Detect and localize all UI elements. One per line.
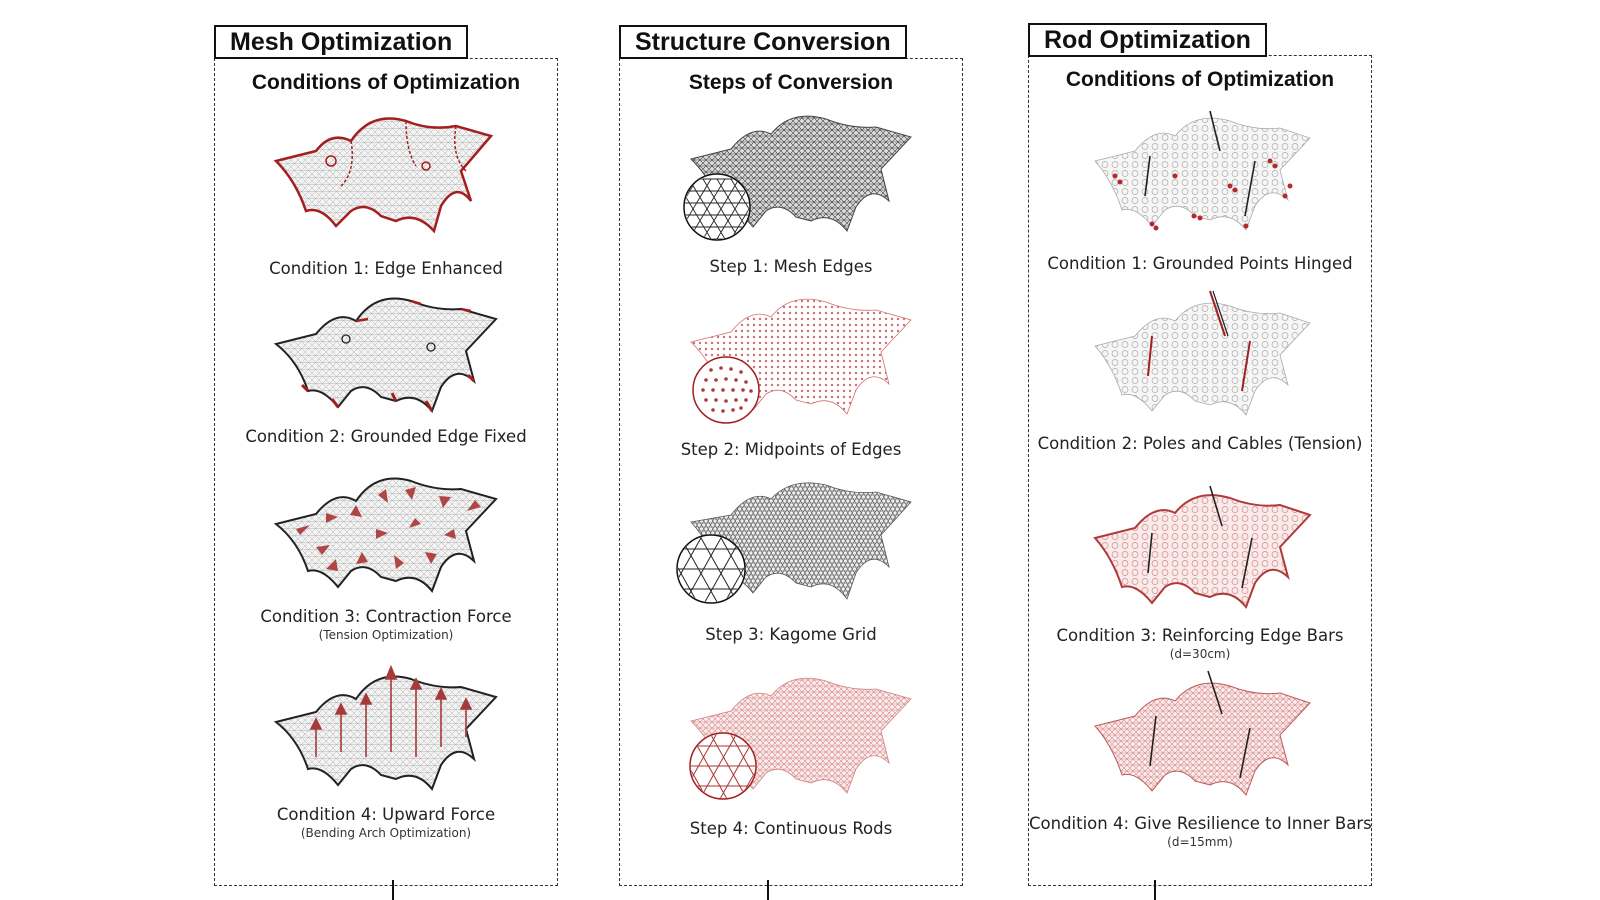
connector-stem — [1154, 880, 1156, 900]
item-caption: Step 1: Mesh Edges — [709, 257, 873, 276]
detail-circle — [689, 732, 757, 800]
item-caption: Condition 3: Contraction Force — [260, 607, 512, 626]
detail-circle — [676, 534, 746, 604]
item-note: (d=15mm) — [1167, 835, 1233, 849]
connector-stem — [392, 880, 394, 900]
mesh-edges-illustration — [683, 115, 912, 241]
detail-circle — [692, 356, 760, 424]
panel-frame: Conditions of Optimization Condition 1: … — [214, 58, 558, 886]
panel-subtitle: Conditions of Optimization — [251, 71, 521, 94]
detail-circle — [683, 173, 751, 241]
panel-title: Mesh Optimization — [214, 25, 469, 59]
mesh-surface-edge-enhanced-illustration — [273, 117, 494, 234]
mesh-condition-3: Condition 3: Contraction Force (Tension … — [215, 469, 557, 642]
panel-title: Rod Optimization — [1028, 23, 1267, 57]
panel-subtitle: Conditions of Optimization — [1065, 68, 1335, 91]
rod-condition-2: Condition 2: Poles and Cables (Tension) — [1029, 286, 1371, 453]
mesh-surface-contraction-force-illustration — [273, 477, 498, 593]
kagome-grid-illustration — [676, 482, 912, 604]
item-caption: Condition 3: Reinforcing Edge Bars — [1056, 626, 1344, 645]
panel-frame: Steps of Conversion Step 1: Mesh Edges — [619, 58, 963, 886]
rod-poles-cables-illustration — [1094, 290, 1311, 416]
item-note: (d=30cm) — [1169, 647, 1231, 661]
mesh-condition-2: Condition 2: Grounded Edge Fixed — [215, 289, 557, 446]
mesh-condition-1: Condition 1: Edge Enhanced — [215, 111, 557, 278]
conversion-step-1: Step 1: Mesh Edges — [620, 109, 962, 276]
rod-edge-bars-illustration — [1093, 485, 1312, 609]
conversion-step-4: Step 4: Continuous Rods — [620, 671, 962, 838]
mesh-surface-upward-force-illustration — [273, 664, 498, 791]
item-caption: Step 2: Midpoints of Edges — [680, 440, 902, 459]
item-caption: Step 3: Kagome Grid — [705, 625, 877, 644]
continuous-rods-illustration — [689, 677, 912, 800]
item-caption: Condition 2: Grounded Edge Fixed — [245, 427, 527, 446]
mesh-surface-grounded-edge-illustration — [273, 297, 498, 413]
rod-resilient-inner-bars-illustration — [1094, 670, 1311, 796]
conversion-step-2: Step 2: Midpoints of Edges — [620, 292, 962, 459]
panel-frame: Conditions of Optimization Condition 1: … — [1028, 55, 1372, 886]
rod-hinged-points-illustration — [1094, 110, 1311, 231]
item-caption: Step 4: Continuous Rods — [689, 819, 893, 838]
panel-subtitle: Steps of Conversion — [688, 71, 894, 94]
item-caption: Condition 1: Grounded Points Hinged — [1047, 254, 1353, 273]
rod-condition-3: Condition 3: Reinforcing Edge Bars (d=30… — [1029, 478, 1371, 661]
item-note: (Tension Optimization) — [318, 628, 454, 642]
panel-title: Structure Conversion — [619, 25, 907, 59]
midpoints-illustration — [690, 298, 912, 424]
rod-condition-4: Condition 4: Give Resilience to Inner Ba… — [1029, 666, 1372, 849]
mesh-condition-4: Condition 4: Upward Force (Bending Arch … — [215, 657, 557, 840]
item-note: (Bending Arch Optimization) — [300, 826, 472, 840]
item-caption: Condition 2: Poles and Cables (Tension) — [1037, 434, 1363, 453]
rod-condition-1: Condition 1: Grounded Points Hinged — [1029, 106, 1371, 273]
item-caption: Condition 4: Upward Force — [276, 805, 496, 824]
connector-stem — [767, 880, 769, 900]
item-caption: Condition 4: Give Resilience to Inner Ba… — [1029, 814, 1372, 833]
item-caption: Condition 1: Edge Enhanced — [269, 259, 503, 278]
conversion-step-3: Step 3: Kagome Grid — [620, 477, 962, 644]
